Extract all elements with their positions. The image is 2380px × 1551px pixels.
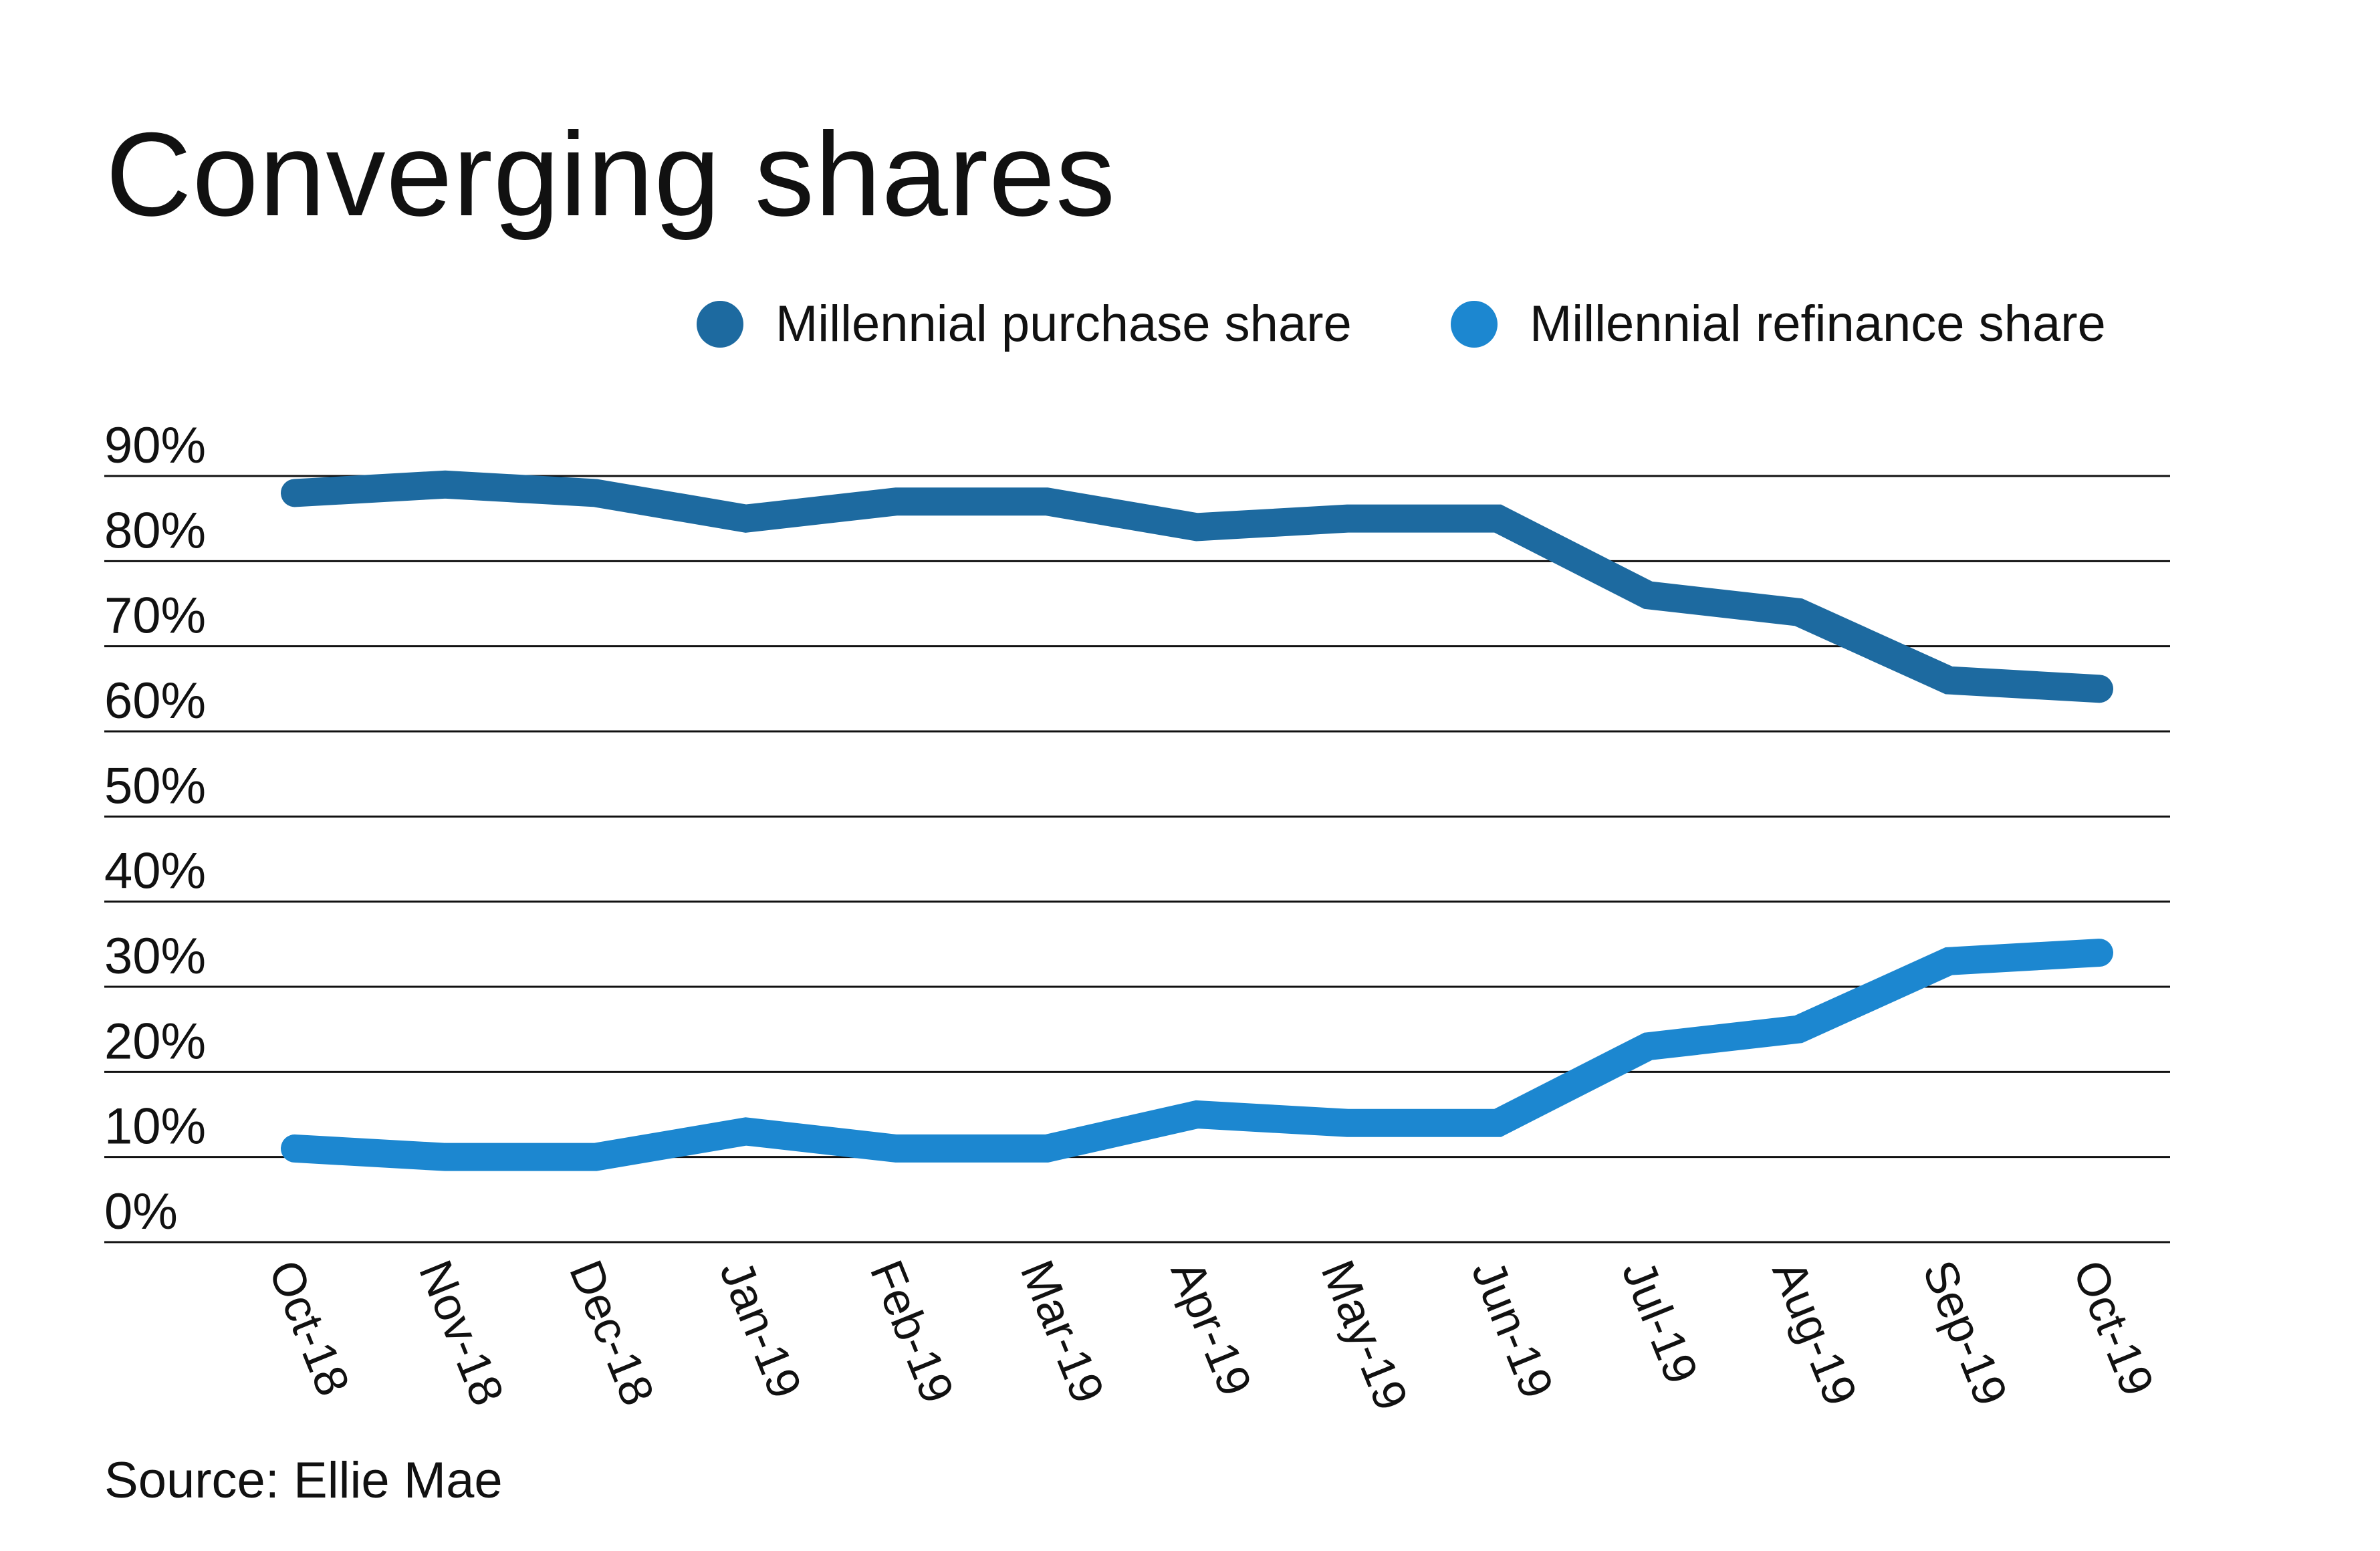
x-tick-label: Aug-19 [1762, 1253, 1867, 1413]
y-tick-label: 30% [104, 928, 206, 985]
x-axis-ticks: Oct-18 Nov-18 Dec-18 Jan-19 Feb-19 Mar-19 Apr-… [259, 1253, 2164, 1417]
y-tick-label: 90% [104, 417, 206, 474]
y-tick-label: 60% [104, 673, 206, 729]
x-tick-label: Jul-19 [1612, 1253, 1708, 1391]
legend-label-refinance: Millennial refinance share [1530, 295, 2106, 352]
x-tick-label: Jun-19 [1461, 1253, 1564, 1405]
x-tick-label: Nov-18 [409, 1253, 514, 1412]
legend: Millennial purchase share Millennial ref… [697, 295, 2106, 352]
y-tick-label: 10% [104, 1098, 206, 1155]
series-line-purchase [281, 470, 2113, 703]
y-tick-label: 80% [104, 502, 206, 559]
source-note: Source: Ellie Mae [104, 1452, 503, 1509]
y-tick-label: 50% [104, 757, 206, 814]
legend-label-purchase: Millennial purchase share [776, 295, 1352, 352]
y-axis-ticks: 90% 80% 70% 60% 50% 40% 30% 20% 10% 0% [104, 417, 206, 1240]
legend-marker-refinance [1451, 301, 1498, 348]
series-line-refinance [281, 939, 2113, 1171]
gridlines [104, 475, 2170, 1243]
legend-item-refinance: Millennial refinance share [1451, 295, 2106, 352]
x-tick-label: Mar-19 [1011, 1253, 1114, 1410]
series [281, 470, 2113, 1171]
y-tick-label: 0% [104, 1183, 178, 1240]
x-tick-label: Jan-19 [710, 1253, 812, 1405]
y-tick-label: 70% [104, 588, 206, 644]
chart-title: Converging shares [106, 108, 1116, 241]
y-tick-label: 20% [104, 1013, 206, 1070]
legend-marker-purchase [697, 301, 743, 348]
x-tick-label: Apr-19 [1161, 1253, 1262, 1403]
legend-item-purchase: Millennial purchase share [697, 295, 1352, 352]
x-tick-label: Oct-19 [2063, 1253, 2164, 1403]
x-tick-label: Sep-19 [1913, 1253, 2018, 1413]
x-tick-label: Dec-18 [560, 1253, 665, 1412]
x-tick-label: Feb-19 [860, 1253, 964, 1410]
y-tick-label: 40% [104, 843, 206, 900]
x-tick-label: Oct-18 [259, 1253, 360, 1403]
x-tick-label: May-19 [1312, 1253, 1419, 1417]
